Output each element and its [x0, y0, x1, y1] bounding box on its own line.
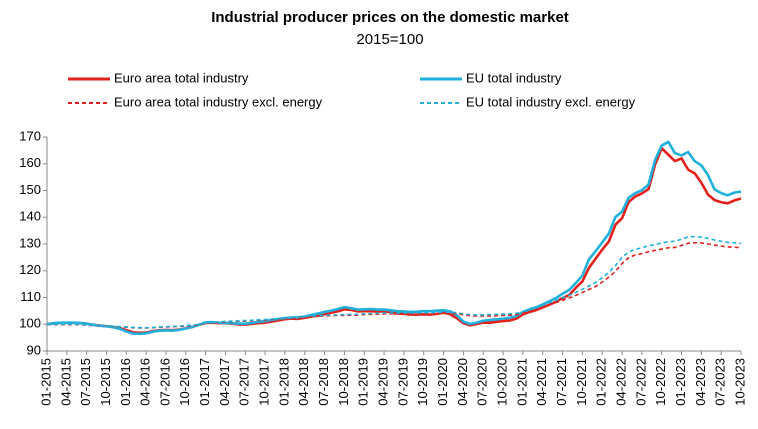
- y-tick-label: 140: [19, 209, 41, 224]
- x-tick-label: 04-2019: [376, 358, 391, 406]
- y-tick-label: 130: [19, 235, 41, 250]
- x-tick-label: 10-2016: [177, 358, 192, 406]
- x-tick-label: 04-2021: [534, 358, 549, 406]
- x-tick-label: 01-2015: [38, 358, 53, 406]
- x-tick-label: 04-2018: [296, 358, 311, 406]
- x-tick-label: 10-2021: [574, 358, 589, 406]
- y-tick-label: 120: [19, 262, 41, 277]
- x-tick-label: 01-2018: [276, 358, 291, 406]
- x-tick-label: 07-2020: [475, 358, 490, 406]
- legend-label: Euro area total industry excl. energy: [114, 94, 323, 109]
- chart-title: Industrial producer prices on the domest…: [211, 9, 569, 26]
- x-tick-label: 07-2019: [395, 358, 410, 406]
- y-tick-label: 150: [19, 182, 41, 197]
- x-tick-label: 04-2022: [613, 358, 628, 406]
- x-tick-label: 04-2016: [138, 358, 153, 406]
- x-tick-label: 01-2019: [356, 358, 371, 406]
- x-tick-label: 10-2018: [336, 358, 351, 406]
- x-tick-label: 07-2018: [316, 358, 331, 406]
- series-line: [46, 235, 742, 329]
- chart-subtitle: 2015=100: [356, 31, 423, 48]
- y-tick-label: 110: [20, 289, 41, 304]
- y-tick-label: 90: [27, 342, 41, 357]
- x-tick-label: 01-2023: [673, 358, 688, 406]
- x-tick-label: 07-2021: [554, 358, 569, 406]
- legend-label: EU total industry excl. energy: [466, 94, 636, 109]
- series-line: [46, 140, 742, 336]
- x-tick-label: 07-2022: [633, 358, 648, 406]
- x-tick-label: 01-2017: [197, 358, 212, 406]
- x-tick-label: 10-2019: [415, 358, 430, 406]
- x-tick-label: 01-2022: [594, 358, 609, 406]
- x-tick-label: 04-2017: [217, 358, 232, 406]
- y-tick-label: 100: [19, 316, 41, 331]
- legend-label: Euro area total industry: [114, 70, 249, 85]
- x-tick-label: 04-2023: [693, 358, 708, 406]
- x-tick-label: 01-2021: [514, 358, 529, 406]
- x-tick-label: 07-2023: [713, 358, 728, 406]
- x-tick-label: 10-2023: [732, 358, 747, 406]
- y-tick-label: 170: [19, 128, 41, 143]
- x-tick-label: 10-2022: [653, 358, 668, 406]
- x-tick-label: 01-2020: [435, 358, 450, 406]
- x-tick-label: 07-2017: [237, 358, 252, 406]
- x-tick-label: 07-2015: [78, 358, 93, 406]
- series-line: [46, 146, 742, 335]
- y-tick-label: 160: [19, 155, 41, 170]
- x-tick-label: 04-2020: [455, 358, 470, 406]
- x-tick-label: 10-2020: [494, 358, 509, 406]
- x-tick-label: 01-2016: [118, 358, 133, 406]
- x-tick-label: 10-2017: [257, 358, 272, 406]
- x-tick-label: 07-2016: [157, 358, 172, 406]
- x-tick-label: 10-2015: [98, 358, 113, 406]
- legend-label: EU total industry: [466, 70, 562, 85]
- x-tick-label: 04-2015: [58, 358, 73, 406]
- series-line: [46, 241, 742, 329]
